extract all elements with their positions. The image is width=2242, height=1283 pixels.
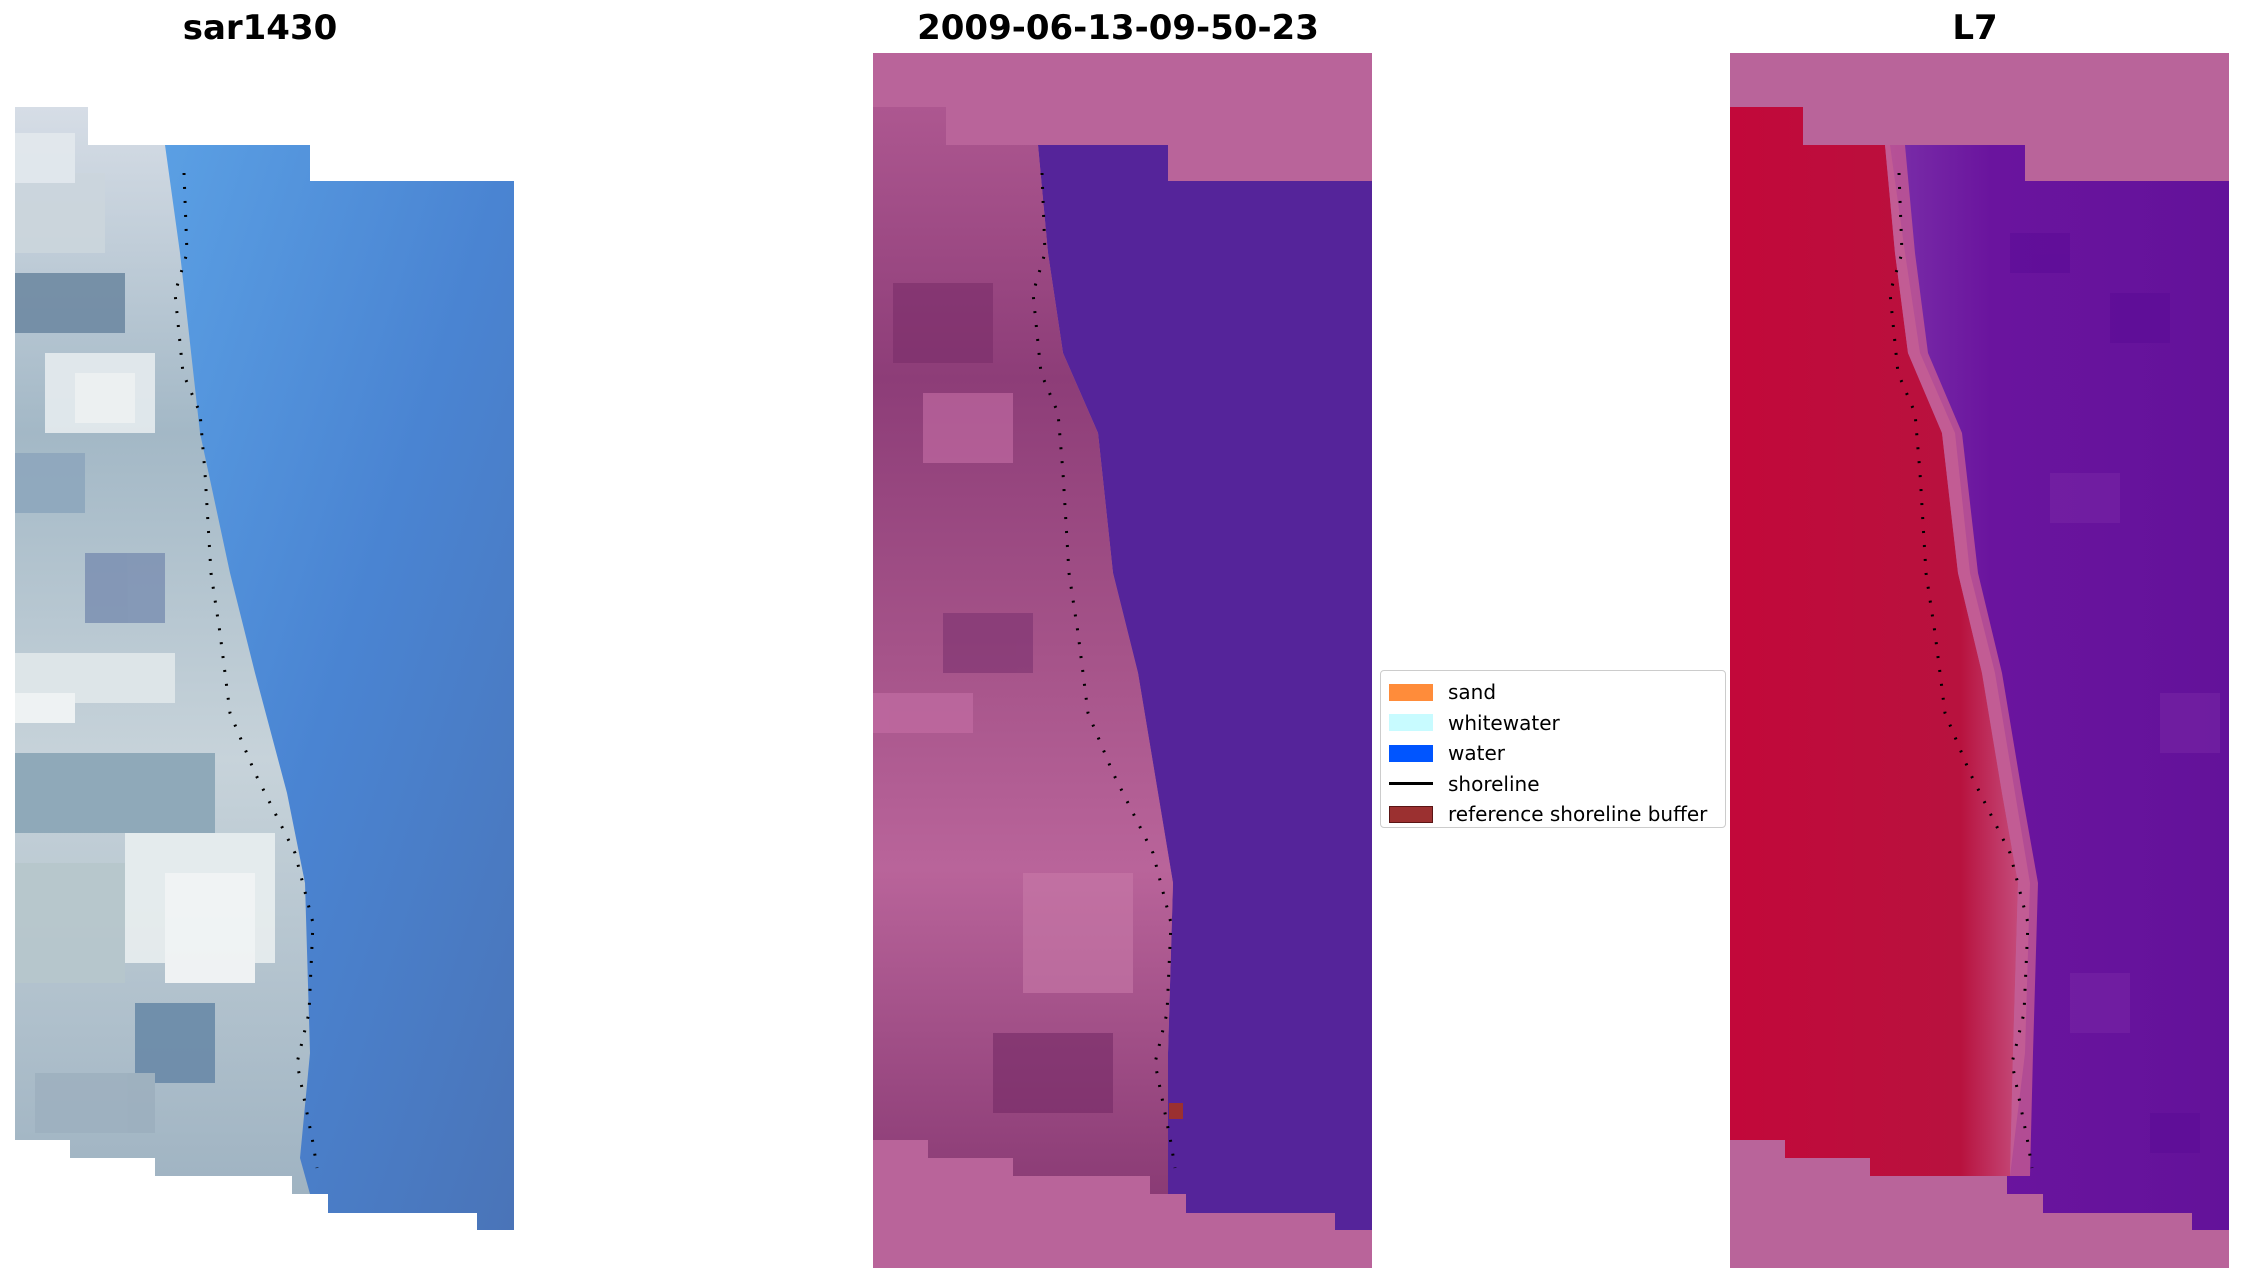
index-image-panel: [1730, 53, 2229, 1268]
whitewater-swatch-icon: [1389, 714, 1433, 732]
legend-label-water: water: [1448, 741, 1505, 766]
legend-label-sand: sand: [1448, 680, 1497, 705]
legend-label-shoreline: shoreline: [1448, 771, 1540, 796]
legend: sand whitewater water shoreline referenc…: [1380, 670, 1726, 828]
legend-item-whitewater: whitewater: [1381, 708, 1725, 739]
reference-buffer-swatch-icon: [1389, 805, 1433, 823]
legend-label-reference-buffer: reference shoreline buffer: [1448, 802, 1708, 827]
index-transition-band: [1885, 145, 2038, 1176]
shoreline-line-icon: [1389, 782, 1433, 786]
legend-label-whitewater: whitewater: [1448, 710, 1560, 735]
panel-title-rgb: sar1430: [182, 8, 338, 48]
legend-item-shoreline: shoreline: [1381, 769, 1725, 800]
rgb-image-panel: [15, 107, 514, 1230]
water-swatch-icon: [1389, 744, 1433, 762]
index-land-area: [1730, 107, 2018, 1176]
sand-swatch-icon: [1389, 683, 1433, 701]
classified-image-panel: [873, 53, 1372, 1268]
panel-title-index: L7: [1952, 8, 1998, 48]
legend-item-water: water: [1381, 738, 1725, 769]
legend-item-reference-buffer: reference shoreline buffer: [1381, 799, 1725, 830]
index-water-area: [1890, 145, 2229, 1230]
classified-buffer-patch: [1169, 1103, 1183, 1119]
panel-title-classified: 2009-06-13-09-50-23: [917, 8, 1319, 48]
classified-water-area: [1038, 145, 1372, 1230]
legend-item-sand: sand: [1381, 677, 1725, 708]
